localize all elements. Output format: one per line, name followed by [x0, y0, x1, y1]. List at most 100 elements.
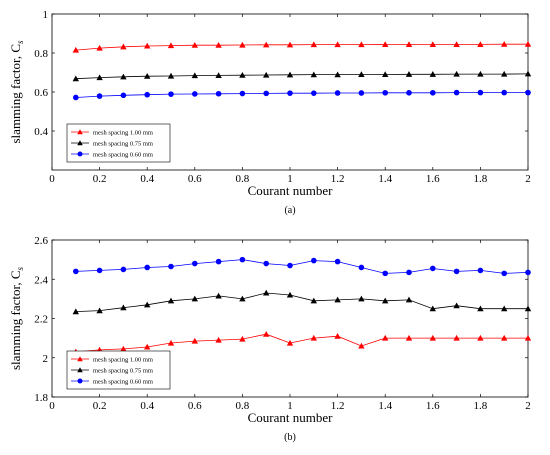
data-point	[334, 258, 341, 265]
data-point	[453, 41, 460, 47]
data-point	[453, 268, 460, 275]
data-point	[287, 262, 293, 269]
y-axis-label: slamming factor, Cs	[8, 40, 25, 144]
y-tick-label: 0.6	[34, 87, 48, 99]
x-tick-label: 0.8	[236, 400, 250, 412]
data-point	[120, 43, 127, 50]
series-line	[75, 259, 529, 274]
data-point	[310, 71, 317, 78]
legend-label: mesh spacing 0.60 mm	[93, 378, 153, 385]
y-axis-label-subscript: s	[15, 40, 25, 44]
data-point	[144, 42, 151, 49]
data-point	[524, 41, 532, 47]
data-point	[215, 336, 222, 343]
data-point	[358, 71, 365, 78]
legend-label: mesh spacing 0.60 mm	[93, 151, 153, 158]
x-tick-label: 0.8	[236, 173, 250, 185]
data-point	[286, 291, 294, 298]
data-point	[215, 72, 222, 78]
data-point	[382, 89, 389, 96]
data-point	[429, 41, 436, 47]
data-point	[382, 270, 389, 277]
data-point	[286, 41, 294, 48]
x-tick-label: 0	[49, 400, 55, 412]
data-point	[477, 334, 484, 341]
data-point	[73, 94, 79, 101]
data-point	[453, 334, 460, 341]
data-point	[239, 90, 246, 97]
data-point	[501, 89, 508, 96]
data-point	[477, 305, 484, 312]
data-point	[191, 72, 198, 79]
data-point	[429, 305, 436, 312]
data-point	[334, 296, 341, 303]
chart-panel-a: 0 0.2 0.4 0.6 0.8 1 1.2 1.4 1.6 1.8 20.40.60.81Cou…	[8, 9, 532, 216]
y-tick-label: 1	[43, 9, 49, 21]
x-tick-label: 0.2	[93, 173, 107, 185]
data-point	[501, 334, 508, 341]
legend-marker	[77, 129, 83, 135]
data-point	[310, 297, 317, 304]
data-point	[167, 297, 175, 304]
y-axis-label-text: slamming factor, C	[8, 44, 23, 144]
data-point	[215, 42, 222, 48]
x-tick-label: 1	[287, 400, 293, 412]
x-tick-label: 1.8	[474, 173, 488, 185]
data-point	[144, 73, 151, 79]
data-point	[263, 289, 270, 296]
data-point	[501, 70, 508, 77]
data-point	[525, 269, 531, 276]
series-1	[72, 70, 532, 82]
y-tick-label: 2.2	[34, 314, 48, 326]
data-point	[524, 70, 532, 77]
data-point	[334, 332, 341, 339]
data-point	[430, 265, 436, 272]
data-point	[239, 256, 246, 263]
data-point	[239, 72, 246, 78]
data-point	[430, 89, 436, 96]
x-tick-label: 1	[287, 173, 293, 185]
x-tick-label: 1.6	[426, 173, 440, 185]
data-point	[239, 41, 246, 48]
data-point	[192, 260, 198, 267]
x-axis-label: Courant number	[248, 410, 334, 425]
data-point	[168, 263, 174, 270]
series-line	[75, 43, 528, 51]
data-point	[167, 72, 175, 79]
data-point	[192, 91, 198, 97]
data-point	[287, 90, 293, 96]
data-point	[167, 42, 175, 49]
legend-label: mesh spacing 0.75 mm	[93, 140, 153, 147]
series-line	[75, 333, 528, 353]
data-point	[524, 334, 532, 341]
y-axis-label-text: slamming factor, C	[8, 271, 23, 371]
legend-label: mesh spacing 0.75 mm	[93, 367, 153, 374]
data-point	[144, 301, 151, 308]
data-point	[96, 74, 103, 81]
data-point	[215, 90, 222, 97]
x-tick-label: 0.6	[188, 400, 202, 412]
data-point	[311, 90, 317, 96]
y-tick-label: 2	[43, 353, 49, 365]
y-axis-label: slamming factor, Cs	[8, 267, 25, 371]
data-point	[167, 339, 175, 346]
panel-caption: (a)	[284, 205, 295, 216]
data-point	[477, 89, 484, 96]
data-point	[358, 41, 365, 48]
data-point	[263, 41, 270, 48]
data-point	[96, 93, 103, 99]
data-point	[358, 342, 365, 349]
data-point	[72, 46, 79, 53]
chart-panel-b: 0 0.2 0.4 0.6 0.8 1 1.2 1.4 1.6 1.8 2 1.8 2 2.2 2.4 2.6…	[8, 235, 532, 443]
data-point	[453, 89, 460, 96]
series-1	[72, 289, 532, 315]
data-point	[501, 270, 508, 277]
data-point	[429, 71, 436, 77]
data-point	[191, 337, 198, 344]
data-point	[358, 90, 365, 96]
data-point	[406, 269, 412, 276]
data-point	[311, 257, 317, 264]
legend-marker	[77, 378, 83, 384]
legend: mesh spacing 1.00 mm mesh spacing 0.75 mm…	[66, 123, 171, 163]
